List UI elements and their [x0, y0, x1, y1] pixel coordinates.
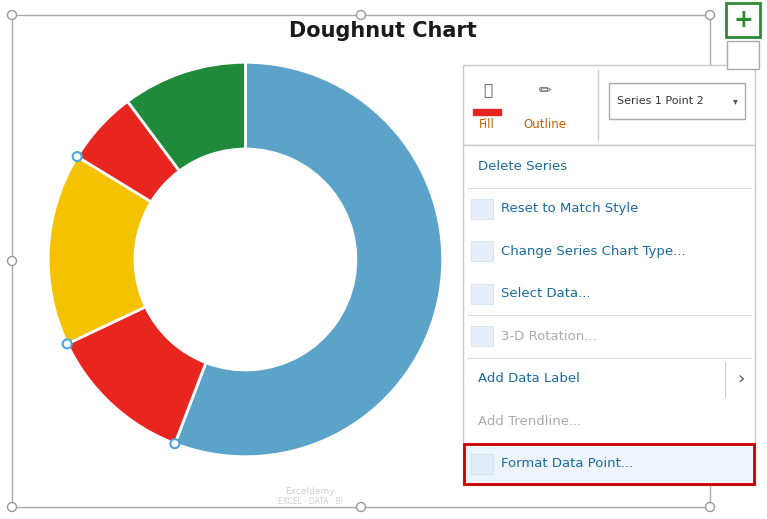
Text: Reset to Match Style: Reset to Match Style — [501, 202, 638, 215]
Text: Format Data Point...: Format Data Point... — [501, 457, 634, 470]
Text: Add Data Label: Add Data Label — [478, 372, 580, 385]
Text: Series 1 Point 2: Series 1 Point 2 — [617, 96, 704, 106]
Circle shape — [73, 152, 82, 161]
Text: Doughnut Chart: Doughnut Chart — [289, 21, 477, 41]
Circle shape — [357, 502, 366, 512]
Circle shape — [170, 439, 179, 448]
Wedge shape — [77, 101, 179, 202]
Bar — [471, 284, 493, 304]
Text: EXCEL · DATA · BI: EXCEL · DATA · BI — [278, 497, 343, 506]
Circle shape — [8, 502, 17, 512]
Circle shape — [8, 10, 17, 20]
FancyBboxPatch shape — [726, 3, 760, 37]
Text: Delete Series: Delete Series — [478, 160, 567, 173]
Text: ›: › — [737, 370, 745, 388]
Wedge shape — [67, 307, 206, 444]
FancyBboxPatch shape — [463, 145, 755, 485]
Circle shape — [706, 502, 715, 512]
Wedge shape — [127, 62, 245, 171]
Text: +: + — [733, 8, 753, 32]
Text: Outline: Outline — [524, 118, 567, 131]
Circle shape — [357, 10, 366, 20]
Text: Change Series Chart Type...: Change Series Chart Type... — [501, 245, 686, 258]
Wedge shape — [175, 62, 443, 457]
Bar — [464, 444, 754, 484]
Circle shape — [706, 10, 715, 20]
Text: 🪣: 🪣 — [483, 84, 492, 99]
Bar — [471, 454, 493, 474]
Bar — [473, 109, 501, 115]
Bar — [471, 326, 493, 346]
FancyBboxPatch shape — [609, 83, 745, 119]
Wedge shape — [48, 157, 151, 344]
Text: Fill: Fill — [479, 118, 495, 131]
FancyBboxPatch shape — [463, 65, 755, 145]
Bar — [471, 199, 493, 218]
FancyBboxPatch shape — [727, 41, 759, 69]
Text: Exceldemy: Exceldemy — [285, 486, 335, 496]
Bar — [471, 241, 493, 261]
Text: ✏: ✏ — [538, 84, 551, 99]
Circle shape — [63, 339, 71, 348]
Text: 3-D Rotation...: 3-D Rotation... — [501, 330, 597, 343]
Circle shape — [8, 256, 17, 266]
Text: Select Data...: Select Data... — [501, 287, 591, 301]
Text: Add Trendline...: Add Trendline... — [478, 415, 581, 428]
Text: ▾: ▾ — [732, 96, 737, 106]
